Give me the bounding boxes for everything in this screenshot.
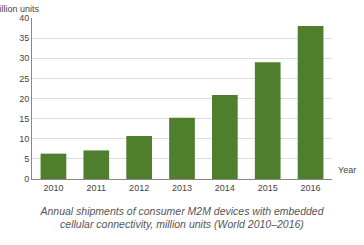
svg-text:2013: 2013 bbox=[172, 183, 192, 193]
svg-text:2014: 2014 bbox=[215, 183, 235, 193]
svg-text:40: 40 bbox=[19, 13, 29, 23]
svg-text:2015: 2015 bbox=[258, 183, 278, 193]
svg-text:2011: 2011 bbox=[87, 183, 106, 193]
svg-text:5: 5 bbox=[24, 154, 29, 164]
svg-text:15: 15 bbox=[19, 114, 29, 124]
html-text:Annual shipments of consumer M: Annual shipments of consumer M2M devices… bbox=[40, 205, 324, 230]
svg-text:30: 30 bbox=[19, 53, 29, 63]
svg-text:20: 20 bbox=[19, 94, 29, 104]
svg-text:10: 10 bbox=[19, 134, 29, 144]
svg-text:0: 0 bbox=[24, 174, 29, 184]
svg-text:2012: 2012 bbox=[129, 183, 149, 193]
svg-text:Million units: Million units bbox=[0, 4, 40, 14]
svg-text:2010: 2010 bbox=[43, 183, 63, 193]
svg-text:2016: 2016 bbox=[301, 183, 321, 193]
svg-text:25: 25 bbox=[19, 74, 29, 84]
svg-text:35: 35 bbox=[19, 33, 29, 43]
svg-text:Year: Year bbox=[338, 165, 356, 175]
